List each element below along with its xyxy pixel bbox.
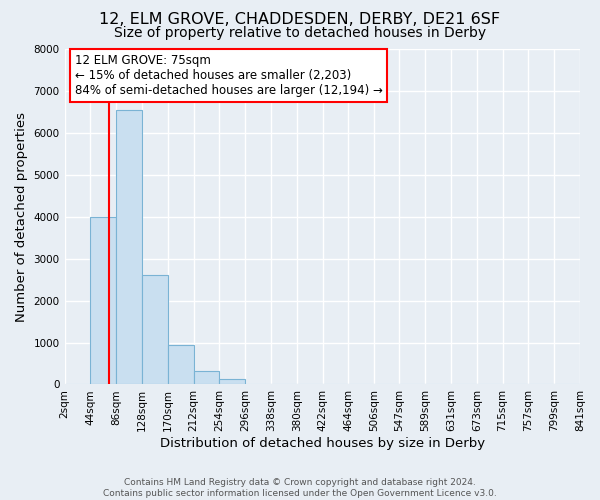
Text: 12 ELM GROVE: 75sqm
← 15% of detached houses are smaller (2,203)
84% of semi-det: 12 ELM GROVE: 75sqm ← 15% of detached ho…	[75, 54, 383, 97]
Bar	[142, 276, 168, 384]
Bar	[220, 379, 245, 384]
X-axis label: Distribution of detached houses by size in Derby: Distribution of detached houses by size …	[160, 437, 485, 450]
Text: Size of property relative to detached houses in Derby: Size of property relative to detached ho…	[114, 26, 486, 40]
Text: Contains HM Land Registry data © Crown copyright and database right 2024.
Contai: Contains HM Land Registry data © Crown c…	[103, 478, 497, 498]
Bar	[194, 371, 220, 384]
Bar	[116, 110, 142, 384]
Text: 12, ELM GROVE, CHADDESDEN, DERBY, DE21 6SF: 12, ELM GROVE, CHADDESDEN, DERBY, DE21 6…	[100, 12, 500, 28]
Y-axis label: Number of detached properties: Number of detached properties	[15, 112, 28, 322]
Bar	[168, 344, 194, 385]
Bar	[91, 216, 116, 384]
